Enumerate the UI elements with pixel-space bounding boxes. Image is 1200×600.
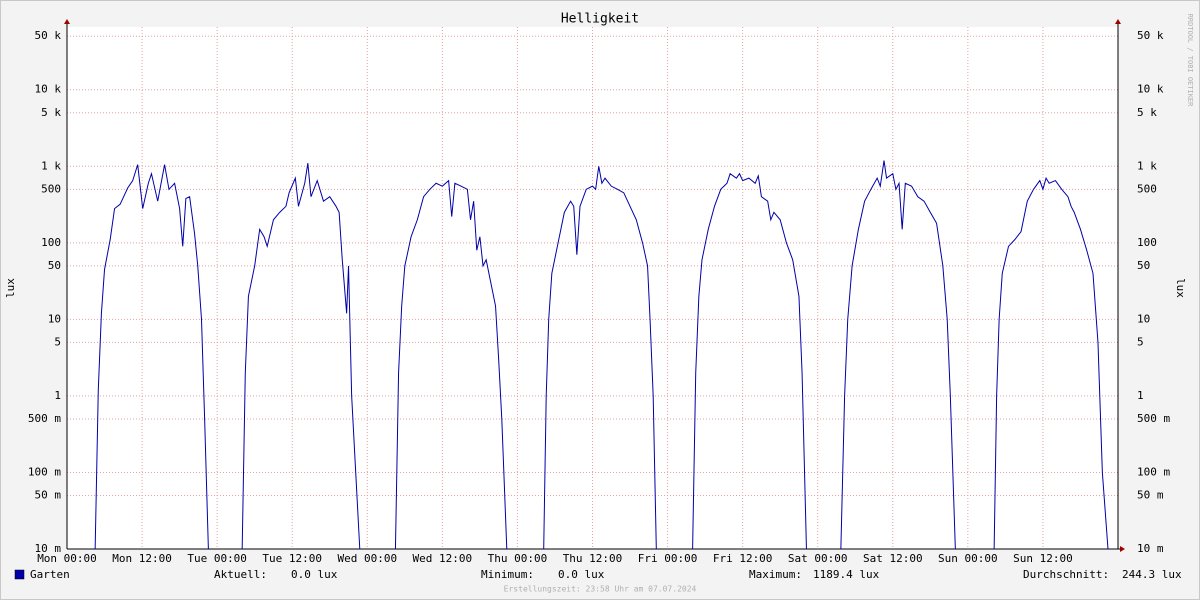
arrow (1120, 546, 1125, 552)
stat-value: 1189.4 lux (813, 568, 880, 581)
y-tick-label: 5 (54, 335, 61, 348)
y-tick-label: 10 k (35, 83, 62, 96)
y-tick-label: 1 k (41, 159, 61, 172)
stat-label: Maximum: (749, 568, 802, 581)
legend-label: Garten (30, 568, 70, 581)
x-tick-label: Sat 12:00 (863, 552, 923, 565)
x-tick-label: Thu 12:00 (563, 552, 623, 565)
stat-label: Aktuell: (214, 568, 267, 581)
y-tick-label-right: 5 (1137, 335, 1144, 348)
stat-label: Durchschnitt: (1023, 568, 1109, 581)
arrow (64, 19, 70, 24)
y-tick-label: 50 (48, 259, 61, 272)
y-tick-label-right: 50 k (1137, 29, 1164, 42)
x-tick-label: Tue 12:00 (262, 552, 322, 565)
y-tick-label-right: 100 (1137, 236, 1157, 249)
y-tick-label: 10 m (35, 542, 62, 555)
x-tick-label: Thu 00:00 (488, 552, 548, 565)
y-tick-label-right: 50 (1137, 259, 1150, 272)
x-tick-label: Wed 00:00 (337, 552, 397, 565)
x-tick-label: Mon 00:00 (37, 552, 97, 565)
x-tick-label: Fri 00:00 (638, 552, 698, 565)
y-tick-label: 500 m (28, 412, 61, 425)
stat-label: Minimum: (481, 568, 534, 581)
y-tick-label: 500 (41, 182, 61, 195)
x-tick-label: Sun 12:00 (1013, 552, 1073, 565)
chart-title: Helligkeit (561, 12, 639, 27)
y-tick-label: 50 m (35, 488, 62, 501)
y-tick-label-right: 500 (1137, 182, 1157, 195)
y-tick-label-right: 1 k (1137, 159, 1157, 172)
y-tick-label-right: 10 (1137, 312, 1150, 325)
y-tick-label-right: 50 m (1137, 488, 1164, 501)
y-tick-label-right: 500 m (1137, 412, 1170, 425)
y-tick-label-right: 10 k (1137, 83, 1164, 96)
footer: Erstellungszeit: 23:58 Uhr am 07.07.2024 (504, 585, 697, 594)
y-tick-label: 10 (48, 312, 61, 325)
y-axis-label: lux (4, 278, 17, 298)
x-tick-label: Mon 12:00 (112, 552, 172, 565)
data-line (94, 160, 1109, 550)
y-tick-label-right: 10 m (1137, 542, 1164, 555)
arrow (1115, 19, 1121, 24)
stat-value: 0.0 lux (291, 568, 338, 581)
stat-value: 244.3 lux (1122, 568, 1182, 581)
y-tick-label: 100 (41, 236, 61, 249)
legend-swatch (14, 569, 25, 580)
x-tick-label: Fri 12:00 (713, 552, 773, 565)
x-tick-label: Tue 00:00 (187, 552, 247, 565)
y-tick-label: 5 k (41, 106, 61, 119)
y-tick-label: 1 (54, 389, 61, 402)
y-tick-label-right: 100 m (1137, 465, 1170, 478)
x-tick-label: Wed 12:00 (413, 552, 473, 565)
y-tick-label: 100 m (28, 465, 61, 478)
y-tick-label-right: 5 k (1137, 106, 1157, 119)
y-tick-label: 50 k (35, 29, 62, 42)
y-tick-label-right: 1 (1137, 389, 1144, 402)
watermark: RRDTOOL / TOBI OETIKER (1186, 14, 1194, 108)
x-tick-label: Sat 00:00 (788, 552, 848, 565)
y-axis-label-right: lux (1174, 278, 1187, 298)
stat-value: 0.0 lux (558, 568, 605, 581)
x-tick-label: Sun 00:00 (938, 552, 998, 565)
